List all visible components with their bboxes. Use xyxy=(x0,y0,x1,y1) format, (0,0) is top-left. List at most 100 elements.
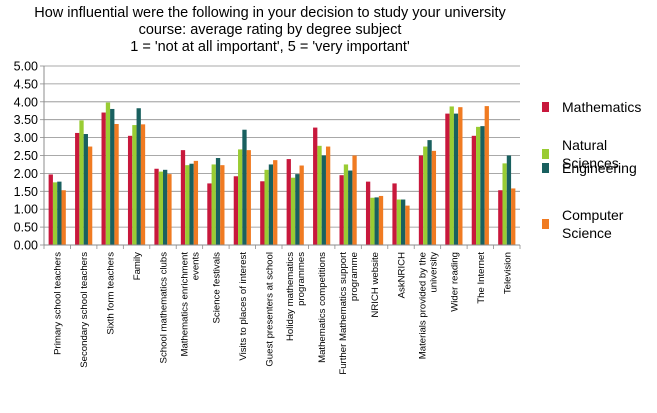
bar xyxy=(215,158,221,245)
x-category-label: Mathematics competitions xyxy=(317,252,328,363)
bar xyxy=(343,164,349,245)
bar xyxy=(286,159,291,245)
y-axis-tick-labels: 0.00 0.50 1.00 1.50 2.00 2.50 3.00 3.50 4.00 4.50… xyxy=(14,60,38,253)
legend-swatch xyxy=(542,219,549,229)
bar xyxy=(480,126,485,245)
x-category-label: Mathematics enrichment xyxy=(179,252,190,357)
bar xyxy=(370,197,375,245)
x-category-label: programmes xyxy=(296,252,307,306)
bar xyxy=(484,106,489,245)
bar xyxy=(431,150,437,245)
bar xyxy=(317,145,322,245)
bar xyxy=(207,183,212,245)
x-category-label: programme xyxy=(349,252,360,301)
bar xyxy=(418,155,424,245)
bar xyxy=(321,155,326,245)
chart-title-line: How influential were the following in yo… xyxy=(34,5,506,21)
bar xyxy=(154,168,159,245)
x-category-label: Family xyxy=(132,252,143,280)
y-tick-label: 4.50 xyxy=(14,77,38,91)
bar xyxy=(458,107,463,245)
legend-label: Sciences xyxy=(562,155,619,171)
legend-swatch xyxy=(542,102,549,112)
bar xyxy=(246,150,251,245)
bar xyxy=(233,176,239,245)
bar xyxy=(114,124,119,245)
bar xyxy=(87,146,93,245)
x-category-label: AskNRICH xyxy=(397,252,408,298)
bar xyxy=(79,120,84,245)
legend-label: Natural xyxy=(562,137,607,153)
x-category-label: School mathematics clubs xyxy=(159,252,170,364)
x-category-label: Further Mathematics support xyxy=(338,252,349,375)
x-category-label: Science festivals xyxy=(211,252,222,324)
legend-label: Engineering xyxy=(562,160,637,176)
chart-title: How influential were the following in yo… xyxy=(34,5,506,55)
x-category-label: events xyxy=(190,252,201,280)
legend-swatch xyxy=(542,163,549,173)
x-category-label: NRICH website xyxy=(370,252,381,318)
x-axis-category-labels: Primary school teachers Secondary school … xyxy=(53,252,514,375)
bars xyxy=(48,102,516,246)
bar xyxy=(453,113,459,245)
bar xyxy=(220,165,225,245)
bar xyxy=(238,149,243,245)
bar xyxy=(339,175,344,245)
y-tick-label: 0.50 xyxy=(14,221,38,235)
y-tick-label: 2.00 xyxy=(14,167,38,181)
x-category-label: The Internet xyxy=(476,252,487,304)
bar xyxy=(445,113,450,245)
x-category-label: Secondary school teachers xyxy=(79,252,90,368)
gridlines xyxy=(40,65,520,246)
bar xyxy=(180,150,186,245)
bar xyxy=(132,125,137,245)
bar xyxy=(167,174,172,245)
bar xyxy=(57,181,62,245)
x-category-label: Wider reading xyxy=(449,252,460,312)
bar xyxy=(506,155,512,245)
bar xyxy=(423,146,428,245)
bar xyxy=(260,181,265,245)
bar xyxy=(405,205,410,245)
bar xyxy=(189,163,194,245)
bar xyxy=(325,146,331,245)
legend-label: Science xyxy=(562,225,612,241)
bar xyxy=(295,174,300,245)
x-category-label: Guest presenters at school xyxy=(264,252,275,367)
bar xyxy=(136,108,141,246)
x-category-label: Holiday mathematics xyxy=(285,252,296,341)
bar xyxy=(127,135,133,245)
bar xyxy=(313,127,318,245)
axes xyxy=(43,66,521,249)
chart-title-line: 1 = 'not at all important', 5 = 'very im… xyxy=(130,39,410,55)
bar xyxy=(185,165,190,245)
x-category-label: Television xyxy=(502,252,513,294)
bar xyxy=(471,135,477,245)
y-tick-label: 1.00 xyxy=(14,203,38,217)
bar xyxy=(75,132,80,245)
bar xyxy=(242,129,247,245)
bar xyxy=(101,112,106,245)
y-tick-label: 3.00 xyxy=(14,131,38,145)
bar xyxy=(401,199,406,245)
bar xyxy=(163,169,168,245)
bar xyxy=(273,160,278,245)
x-category-label: Primary school teachers xyxy=(53,252,64,355)
bar xyxy=(498,190,503,245)
legend-swatch xyxy=(542,149,549,159)
bar xyxy=(352,155,357,245)
x-category-label: Materials provided by the xyxy=(417,252,428,359)
bar xyxy=(502,163,507,245)
y-tick-label: 3.50 xyxy=(14,113,38,127)
chart-title-line: course: average rating by degree subject xyxy=(139,22,402,38)
y-tick-label: 1.50 xyxy=(14,185,38,199)
bar xyxy=(365,181,371,245)
bar xyxy=(427,140,432,245)
legend-label: Mathematics xyxy=(562,99,641,115)
legend-label: Computer xyxy=(562,207,624,223)
bar xyxy=(83,134,88,245)
bar xyxy=(140,124,146,245)
bar xyxy=(268,164,274,245)
bar xyxy=(511,188,516,245)
